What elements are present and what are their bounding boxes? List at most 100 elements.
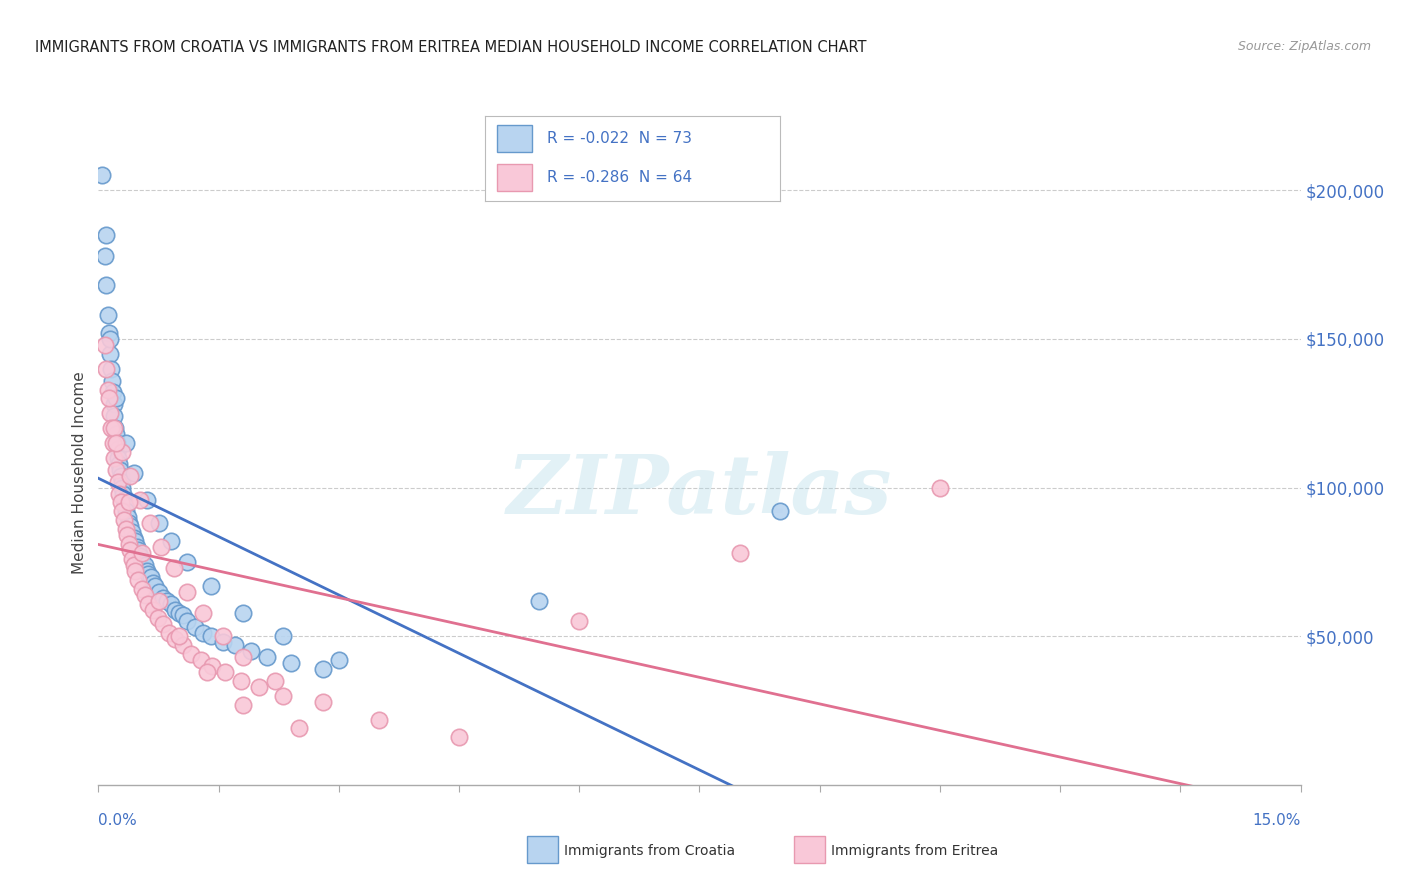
Point bbox=[211, 635, 233, 649]
Point bbox=[148, 516, 170, 531]
Point bbox=[128, 573, 150, 587]
Point bbox=[148, 584, 170, 599]
Point bbox=[112, 492, 135, 507]
Point bbox=[224, 638, 246, 652]
Point bbox=[111, 504, 134, 518]
Point bbox=[214, 665, 236, 679]
Point bbox=[108, 463, 131, 477]
Point bbox=[128, 543, 150, 558]
Point bbox=[112, 486, 135, 500]
Point bbox=[124, 534, 146, 549]
Point bbox=[172, 608, 194, 623]
Point bbox=[91, 169, 114, 183]
Point bbox=[118, 537, 141, 551]
Point bbox=[112, 513, 135, 527]
Point bbox=[200, 629, 222, 643]
Point bbox=[104, 421, 127, 435]
Point bbox=[135, 492, 157, 507]
Point bbox=[271, 629, 294, 643]
Point bbox=[121, 552, 143, 566]
Point bbox=[97, 383, 120, 397]
Point bbox=[110, 468, 132, 483]
Point bbox=[122, 531, 145, 545]
Point bbox=[98, 406, 121, 420]
Point bbox=[180, 647, 202, 661]
Point bbox=[94, 227, 117, 242]
Point bbox=[176, 584, 198, 599]
Point bbox=[239, 644, 262, 658]
Point bbox=[131, 582, 153, 596]
Point bbox=[139, 570, 162, 584]
Point bbox=[568, 615, 591, 629]
Point bbox=[176, 555, 198, 569]
Point bbox=[129, 492, 152, 507]
Point bbox=[97, 326, 120, 340]
Point bbox=[152, 591, 174, 605]
Point bbox=[115, 436, 138, 450]
Point bbox=[94, 338, 117, 352]
Point bbox=[110, 495, 132, 509]
Point bbox=[114, 499, 136, 513]
Point bbox=[97, 308, 120, 322]
Point bbox=[190, 653, 212, 667]
Point bbox=[183, 620, 205, 634]
Point bbox=[103, 421, 125, 435]
Point bbox=[131, 546, 153, 560]
Point bbox=[155, 593, 177, 607]
Point bbox=[312, 695, 335, 709]
Point bbox=[200, 579, 222, 593]
Point bbox=[229, 673, 252, 688]
Point bbox=[247, 680, 270, 694]
Point bbox=[529, 593, 551, 607]
Point bbox=[107, 450, 129, 465]
Point bbox=[94, 249, 117, 263]
Point bbox=[368, 713, 391, 727]
Point bbox=[163, 561, 186, 575]
Point bbox=[163, 602, 186, 616]
Point bbox=[125, 540, 148, 554]
Point bbox=[114, 522, 136, 536]
Point bbox=[148, 593, 170, 607]
Point bbox=[768, 504, 790, 518]
Point bbox=[138, 516, 160, 531]
Point bbox=[287, 722, 309, 736]
Point bbox=[105, 436, 128, 450]
Point bbox=[157, 626, 180, 640]
Point bbox=[120, 543, 142, 558]
Point bbox=[96, 278, 118, 293]
Point bbox=[165, 632, 187, 647]
Point bbox=[117, 528, 139, 542]
Point bbox=[172, 638, 194, 652]
Point bbox=[100, 347, 122, 361]
Point bbox=[142, 602, 165, 616]
Point bbox=[176, 615, 198, 629]
Point bbox=[118, 516, 141, 531]
Point bbox=[135, 564, 157, 578]
Point bbox=[728, 546, 751, 560]
Point bbox=[108, 457, 131, 471]
Point bbox=[107, 442, 129, 456]
Point bbox=[280, 656, 302, 670]
Point bbox=[167, 606, 190, 620]
Point bbox=[103, 397, 125, 411]
Text: R = -0.022  N = 73: R = -0.022 N = 73 bbox=[547, 131, 692, 146]
Point bbox=[201, 659, 224, 673]
Point bbox=[124, 466, 146, 480]
Point bbox=[103, 409, 125, 424]
Point bbox=[447, 731, 470, 745]
Point bbox=[120, 519, 142, 533]
Point bbox=[120, 468, 142, 483]
Text: Source: ZipAtlas.com: Source: ZipAtlas.com bbox=[1237, 40, 1371, 54]
Point bbox=[122, 558, 145, 572]
Point bbox=[328, 653, 350, 667]
Text: 15.0%: 15.0% bbox=[1253, 814, 1301, 828]
Point bbox=[100, 421, 122, 435]
Point bbox=[146, 611, 169, 625]
Point bbox=[191, 626, 214, 640]
Point bbox=[143, 579, 166, 593]
Point bbox=[103, 450, 125, 465]
Point bbox=[263, 673, 285, 688]
Bar bbox=[496, 164, 533, 192]
Point bbox=[256, 650, 278, 665]
Point bbox=[101, 385, 124, 400]
